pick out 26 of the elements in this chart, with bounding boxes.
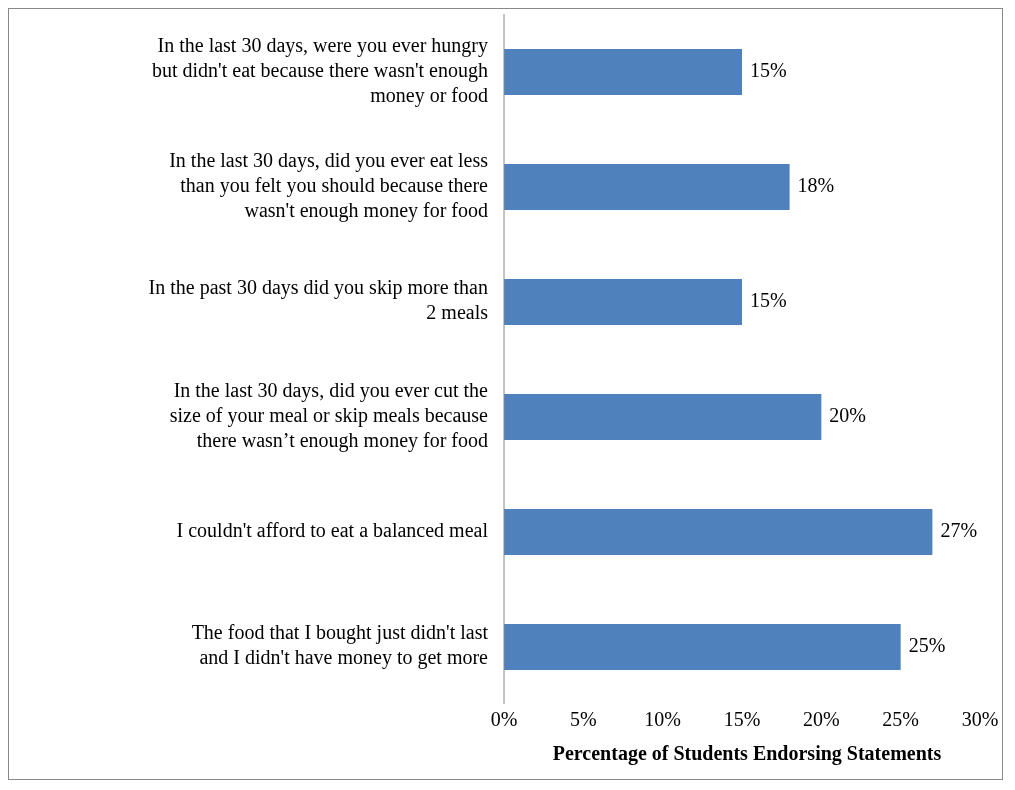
data-label: 27%	[940, 518, 978, 541]
bar	[504, 624, 901, 670]
x-tick-label: 0%	[490, 708, 518, 731]
y-tick-label: The food that I bought just didn't last and I didn't have money to get more	[191, 620, 489, 669]
bar	[504, 279, 742, 325]
x-axis-title: Percentage of Students Endorsing Statements	[552, 742, 942, 765]
data-label: 25%	[908, 633, 946, 656]
x-tick-label: 15%	[723, 708, 761, 731]
data-label: 15%	[750, 58, 787, 81]
x-tick-label: 25%	[882, 708, 919, 731]
y-tick-label: In the last 30 days, were you ever hungry but didn't eat because there wasn't enough money or food	[152, 33, 488, 107]
y-tick-label: I couldn't afford to eat a balanced meal	[176, 518, 489, 541]
data-label: 15%	[750, 288, 787, 311]
x-tick-label: 5%	[570, 708, 597, 731]
bar	[504, 394, 822, 440]
bar	[504, 164, 790, 210]
data-label: 20%	[829, 403, 867, 426]
data-label: 18%	[797, 173, 835, 196]
bar	[504, 509, 933, 555]
x-tick-label: 20%	[803, 708, 840, 731]
y-tick-label: In the past 30 days did you skip more than 2 meals	[148, 275, 489, 323]
x-tick-label: 30%	[961, 708, 999, 731]
y-tick-label: In the last 30 days, did you ever eat less than you felt you should because there wasn't enough money for food	[169, 148, 489, 222]
x-tick-label: 10%	[644, 708, 681, 731]
bar	[504, 49, 742, 95]
y-tick-label: In the last 30 days, did you ever cut the size of your meal or skip meals because there wasn’t enough money for food	[169, 378, 489, 452]
